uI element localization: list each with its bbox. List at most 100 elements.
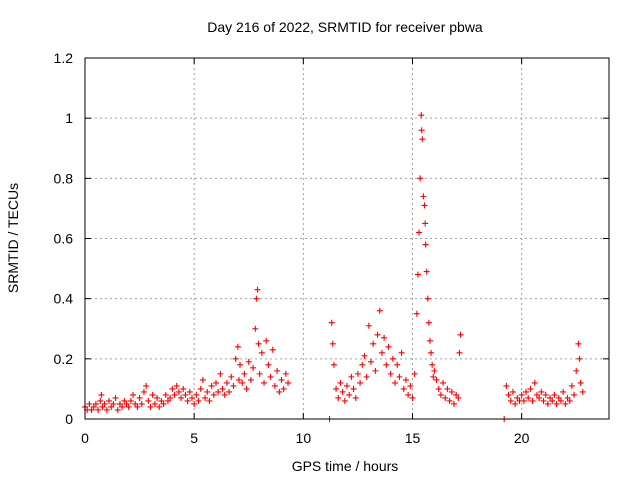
data-point [426,337,433,344]
data-point [267,373,274,380]
data-point [95,406,102,413]
data-point [446,397,453,404]
data-point [429,361,436,368]
data-point [547,394,554,401]
data-point [125,403,132,410]
data-point [175,388,182,395]
data-point [230,382,237,389]
data-point [156,403,163,410]
data-point [271,382,278,389]
data-point [576,355,583,362]
data-point [540,397,547,404]
data-point [444,385,451,392]
data-point [442,394,449,401]
data-point [421,202,428,209]
data-point [365,322,372,329]
data-point [448,388,455,395]
data-point [119,403,126,410]
data-point [542,391,549,398]
data-point [265,361,272,368]
data-point [368,358,375,365]
data-point [512,400,519,407]
y-tick-label: 0.2 [54,351,74,367]
data-point [549,397,556,404]
data-point [329,340,336,347]
data-point [254,286,261,293]
data-point [239,379,246,386]
data-point [108,403,115,410]
data-point [130,391,137,398]
data-point [416,229,423,236]
data-point [158,397,165,404]
data-point [186,388,193,395]
data-point [374,331,381,338]
data-point [112,394,119,401]
data-point [204,388,211,395]
data-point [121,397,128,404]
data-point [221,391,228,398]
data-point [359,361,366,368]
data-point [523,388,530,395]
data-point [140,388,147,395]
data-point [557,397,564,404]
data-point [88,406,95,413]
data-point [346,391,353,398]
x-axis-label: GPS time / hours [292,458,399,474]
data-point [348,373,355,380]
data-point [531,379,538,386]
data-point [527,385,534,392]
data-point [178,394,185,401]
data-point [376,307,383,314]
data-point [370,340,377,347]
data-point [392,379,399,386]
data-point [274,367,281,374]
data-point [213,379,219,386]
y-tick-label: 0.6 [54,231,74,247]
data-point [206,397,213,404]
data-point [398,349,405,356]
data-point [372,367,379,374]
data-point [330,361,337,368]
data-point [440,379,447,386]
y-axis-label: SRMTID / TECUs [5,183,21,293]
data-point [106,397,113,404]
data-point [253,295,260,302]
data-point [419,136,426,143]
data-point [400,385,407,392]
data-point [411,370,418,377]
data-point [520,397,527,404]
data-point [197,385,204,392]
data-point [457,331,464,338]
x-tick-label: 15 [405,430,421,446]
data-point [167,394,174,401]
data-point [162,391,169,398]
data-point [433,376,440,383]
data-point [127,397,134,404]
data-point [199,376,206,383]
data-point [418,112,425,119]
data-point [361,352,368,359]
data-point [223,379,230,386]
data-point [97,397,104,404]
y-tick-label: 1.2 [54,50,74,66]
data-point [507,397,514,404]
data-point [116,400,123,407]
data-point [422,241,429,248]
data-point [505,391,512,398]
data-point [402,376,409,383]
data-point [226,388,233,395]
data-point [431,367,438,374]
data-point [405,391,412,398]
data-point [193,391,200,398]
data-point [123,400,130,407]
data-point [232,355,239,362]
data-point [387,370,394,377]
data-point [339,388,346,395]
y-tick-label: 0.8 [54,170,74,186]
data-point [396,373,403,380]
data-point [455,394,462,401]
grid [85,58,609,419]
data-point [335,394,342,401]
y-tick-label: 0.4 [54,291,74,307]
data-point [188,394,195,401]
